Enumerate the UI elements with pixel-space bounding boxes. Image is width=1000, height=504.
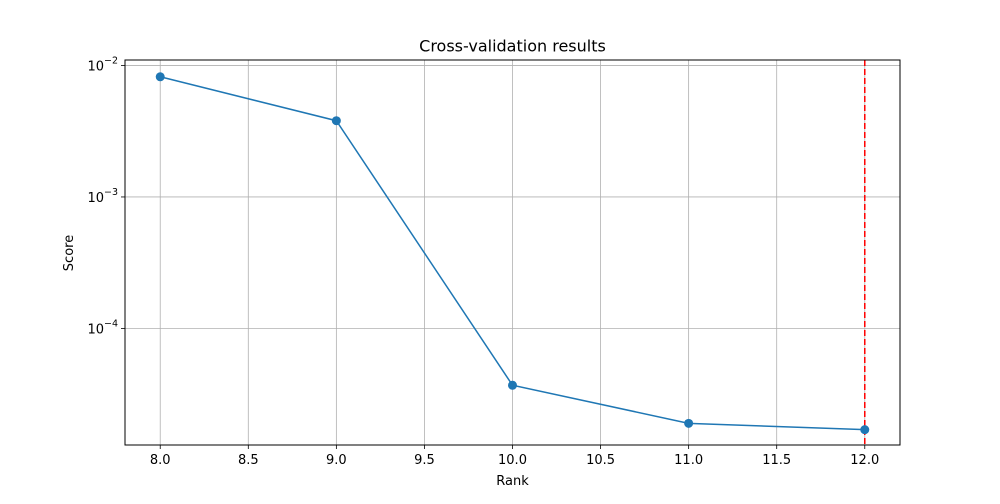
x-tick-label: 8.0 xyxy=(150,453,171,468)
x-tick-label: 9.0 xyxy=(326,453,347,468)
data-point xyxy=(331,116,341,126)
y-axis-label: Score xyxy=(62,235,77,271)
x-tick-label: 9.5 xyxy=(414,453,435,468)
data-point xyxy=(508,380,517,390)
y-tick-label-exponent: −4 xyxy=(104,318,118,329)
y-tick-label-exponent: −2 xyxy=(104,55,118,66)
x-tick-label: 10.5 xyxy=(586,453,615,468)
series-layer xyxy=(155,72,870,435)
y-tick-label-base: 10 xyxy=(87,59,104,74)
data-point xyxy=(684,418,694,428)
y-tick-label-exponent: −3 xyxy=(104,187,118,198)
y-tick-label: 10−2 xyxy=(87,55,118,74)
y-tick-label-base: 10 xyxy=(87,191,104,206)
x-tick-label: 12.0 xyxy=(850,453,879,468)
tick-layer: 8.0 8.5 9.0 9.5 10.0 10.5 11.0 11.5 12.010−210−3… xyxy=(87,55,879,468)
y-tick-label-base: 10 xyxy=(87,322,104,337)
x-tick-label: 10.0 xyxy=(498,453,527,468)
data-point xyxy=(155,72,165,82)
y-tick-label: 10−4 xyxy=(87,318,118,337)
y-tick-label: 10−3 xyxy=(87,187,118,206)
x-tick-label: 11.5 xyxy=(762,453,791,468)
x-axis-label: Rank xyxy=(496,474,529,489)
chart-title: Cross-validation results xyxy=(419,37,606,56)
data-point xyxy=(860,425,870,435)
x-tick-label: 11.0 xyxy=(674,453,703,468)
x-tick-label: 8.5 xyxy=(238,453,259,468)
